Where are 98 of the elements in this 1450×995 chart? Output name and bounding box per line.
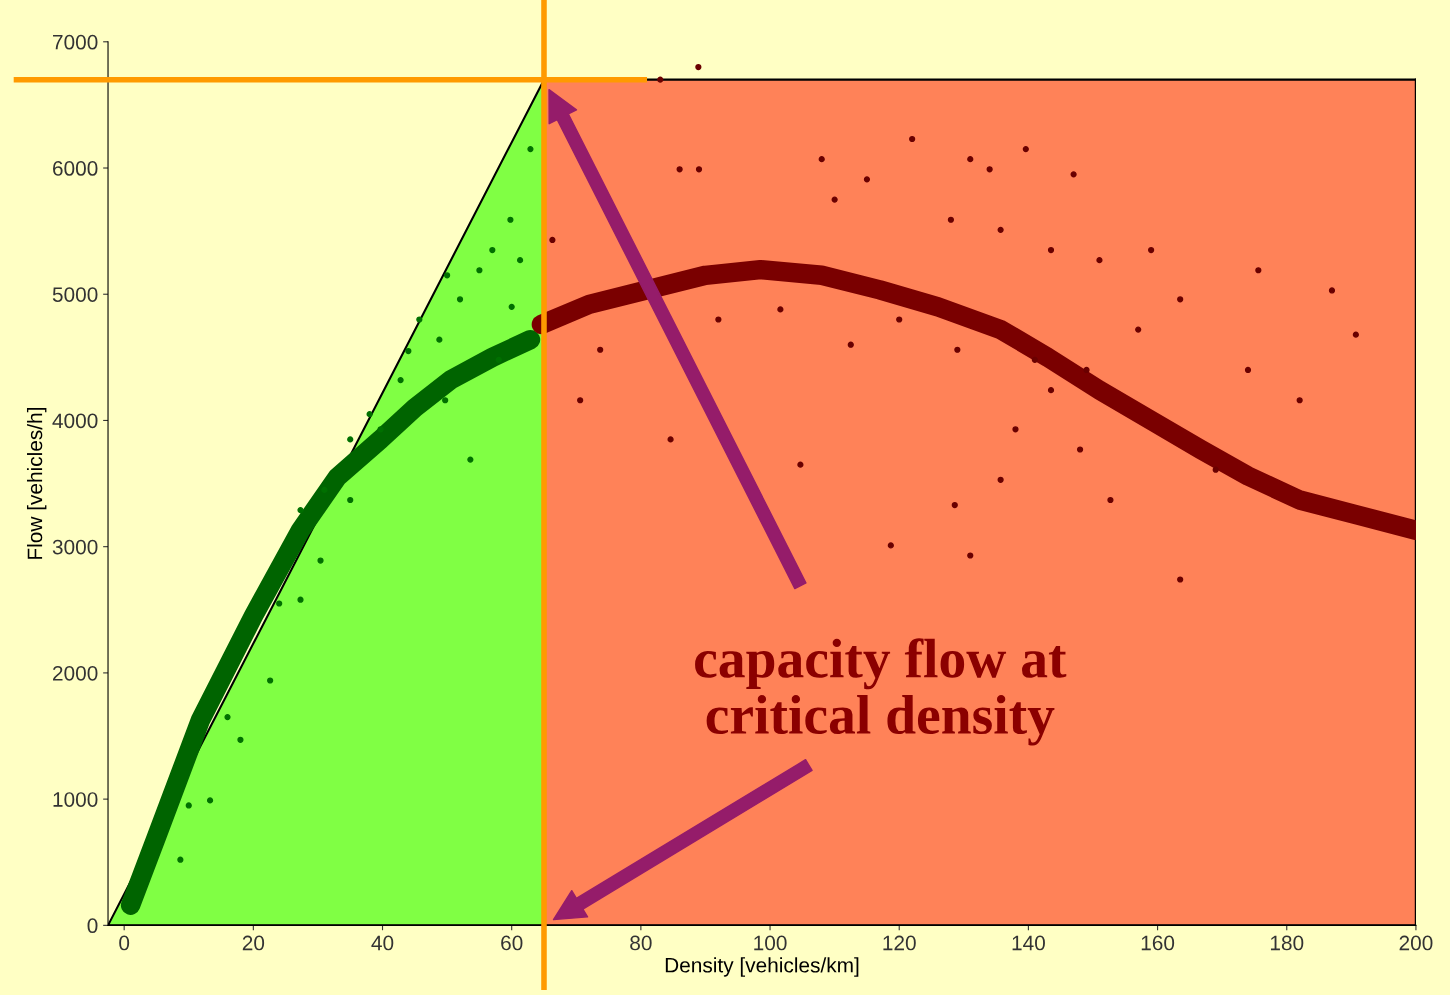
point: [436, 336, 443, 343]
x-tick-label: 160: [1141, 935, 1175, 951]
point: [366, 411, 373, 418]
point: [224, 713, 231, 721]
point: [863, 176, 871, 183]
point: [377, 426, 384, 433]
point: [507, 216, 514, 223]
x-tick-label: 80: [630, 935, 652, 951]
point: [1107, 496, 1114, 504]
point: [1070, 171, 1077, 178]
point: [997, 476, 1004, 483]
x-tick-label: 200: [1399, 935, 1433, 951]
point: [237, 736, 244, 743]
point: [947, 216, 954, 223]
point: [527, 145, 534, 153]
x-tick-label: 140: [1012, 935, 1045, 951]
point: [1352, 331, 1359, 338]
point: [831, 196, 838, 203]
x-tick-label: 100: [754, 935, 787, 951]
point: [1012, 426, 1019, 433]
y-tick-label: 7000: [53, 34, 98, 50]
point: [797, 461, 804, 468]
x-tick-label: 120: [883, 935, 916, 951]
point: [997, 226, 1004, 233]
point: [476, 267, 483, 274]
point: [657, 76, 664, 83]
point: [1096, 257, 1103, 264]
point: [577, 397, 584, 404]
point: [317, 557, 324, 564]
point: [1328, 287, 1336, 294]
point: [442, 397, 449, 404]
y-tick-label: 0: [87, 918, 98, 934]
point: [489, 246, 496, 254]
point: [1047, 246, 1055, 254]
x-tick-label: 20: [242, 935, 265, 951]
point: [467, 456, 474, 463]
point: [695, 63, 702, 71]
point: [495, 356, 502, 363]
point: [516, 257, 524, 264]
point: [695, 166, 703, 173]
y-tick-label: 1000: [53, 792, 98, 807]
point: [986, 166, 993, 173]
point: [416, 316, 423, 323]
point: [954, 346, 961, 353]
point: [967, 156, 974, 163]
point: [1135, 326, 1142, 333]
point: [1255, 267, 1262, 274]
point: [1212, 466, 1219, 473]
point: [887, 542, 894, 549]
x-axis-title: Density [vehicles/km]: [665, 957, 859, 977]
point: [847, 341, 854, 348]
point: [397, 376, 404, 384]
point: [347, 436, 354, 443]
y-tick-label: 2000: [53, 665, 98, 681]
point: [444, 272, 451, 279]
point: [276, 600, 283, 607]
point: [1177, 296, 1184, 303]
point: [297, 506, 304, 514]
point: [456, 296, 464, 303]
point: [676, 166, 683, 173]
annotation: capacity flow at critical density: [695, 638, 1067, 746]
x-tick-label: 0: [119, 935, 130, 951]
point: [185, 802, 192, 809]
point: [715, 316, 722, 323]
point: [818, 156, 825, 163]
point: [951, 501, 958, 509]
point: [896, 316, 903, 323]
point: [206, 797, 214, 804]
point: [347, 496, 354, 504]
point: [1031, 356, 1038, 363]
point: [1244, 366, 1252, 374]
point: [297, 596, 304, 603]
point: [177, 856, 184, 863]
point: [1148, 246, 1155, 254]
point: [1177, 576, 1184, 583]
y-tick-label: 6000: [53, 161, 98, 176]
x-tick-label: 180: [1270, 935, 1304, 951]
point: [508, 303, 515, 310]
point: [1083, 366, 1090, 374]
y-tick-label: 5000: [52, 287, 98, 302]
point: [1076, 446, 1084, 453]
y-tick-label: 3000: [52, 539, 98, 555]
point: [667, 436, 674, 443]
point: [777, 306, 784, 313]
y-tick-label: 4000: [52, 413, 98, 429]
point: [1047, 387, 1055, 394]
x-tick-label: 60: [501, 935, 523, 951]
y-axis-title: Flow [vehicles/h]: [26, 408, 47, 559]
point: [1022, 145, 1029, 153]
point: [405, 347, 412, 355]
point: [1296, 397, 1303, 404]
point: [321, 486, 328, 493]
point: [967, 552, 974, 559]
point: [909, 135, 916, 143]
point: [597, 346, 604, 353]
x-tick-label: 40: [371, 935, 394, 951]
point: [267, 677, 274, 684]
point: [549, 236, 556, 244]
